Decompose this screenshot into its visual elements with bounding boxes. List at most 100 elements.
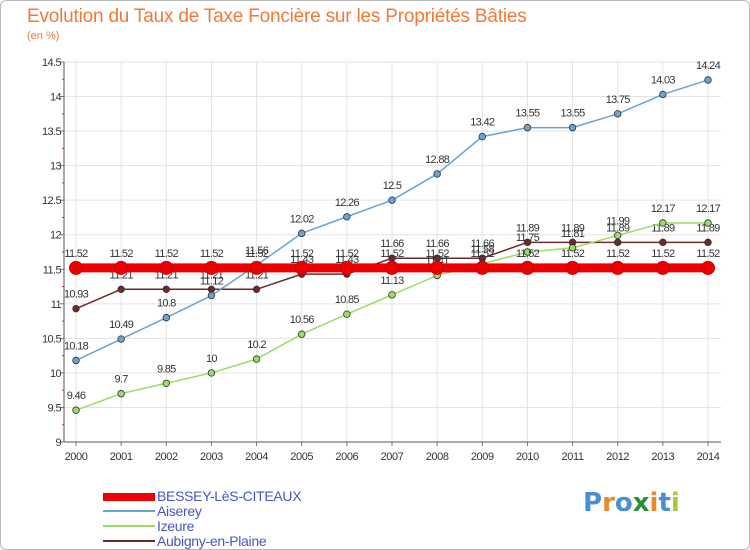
data-label-izeure: 10.2: [247, 339, 266, 351]
data-label-izeure: 11.58: [471, 244, 495, 256]
x-tick-label: 2003: [200, 451, 223, 463]
data-label-bessey-l-s-citeaux: 11.52: [335, 248, 359, 260]
x-tick-label: 2012: [606, 451, 629, 463]
data-point-izeure: [72, 406, 80, 414]
data-label-aubigny-en-plaine: 11.66: [380, 238, 404, 250]
data-label-aiserey: 11.12: [200, 276, 224, 288]
logo-letter: P: [583, 488, 603, 518]
data-point-aubigny-en-plaine: [162, 285, 170, 294]
data-label-bessey-l-s-citeaux: 11.52: [471, 248, 495, 260]
x-tick-label: 2011: [562, 451, 584, 463]
data-point-bessey-l-s-citeaux: [339, 260, 354, 275]
data-label-aubigny-en-plaine: 11.43: [290, 254, 314, 266]
data-point-aiserey: [523, 123, 532, 132]
data-label-aiserey: 13.55: [561, 108, 586, 120]
data-point-bessey-l-s-citeaux: [249, 260, 264, 275]
data-point-izeure: [614, 231, 622, 240]
data-label-bessey-l-s-citeaux: 11.52: [561, 248, 585, 260]
data-label-aiserey: 12.88: [425, 154, 450, 166]
data-point-izeure: [388, 291, 396, 299]
legend-swatch-aiserey: [103, 510, 155, 512]
data-label-bessey-l-s-citeaux: 11.52: [426, 248, 450, 260]
data-label-bessey-l-s-citeaux: 11.52: [696, 248, 720, 260]
data-label-izeure: 11.13: [380, 275, 404, 287]
data-point-aiserey: [117, 335, 125, 343]
data-point-bessey-l-s-citeaux: [701, 260, 715, 275]
logo-letter: i: [649, 488, 659, 518]
data-label-aiserey: 12.5: [383, 180, 402, 192]
data-label-aiserey: 13.42: [470, 117, 495, 129]
data-point-izeure: [117, 389, 125, 398]
x-tick-label: 2005: [290, 451, 313, 463]
x-tick-label: 2013: [651, 451, 674, 463]
legend-swatch-izeure: [103, 525, 155, 527]
data-label-aiserey: 13.75: [606, 94, 631, 106]
legend-swatch-bessey: [103, 493, 155, 501]
data-label-aiserey: 11.56: [245, 245, 269, 257]
data-label-izeure: 9.7: [115, 374, 129, 386]
data-point-aiserey: [568, 123, 577, 132]
y-tick-label: 13: [50, 161, 62, 173]
y-tick-label: 14.5: [42, 57, 61, 69]
x-tick-label: 2008: [426, 451, 449, 463]
x-tick-label: 2009: [471, 451, 494, 463]
data-label-aiserey: 10.49: [109, 319, 134, 331]
legend-label-aiserey: Aiserey: [157, 503, 202, 519]
data-label-bessey-l-s-citeaux: 11.52: [290, 248, 314, 260]
data-point-bessey-l-s-citeaux: [655, 260, 670, 275]
data-label-izeure: 10.85: [335, 294, 360, 306]
data-point-bessey-l-s-citeaux: [159, 260, 174, 275]
data-label-aubigny-en-plaine: 11.89: [696, 222, 720, 234]
data-point-aubigny-en-plaine: [72, 304, 80, 313]
data-point-aubigny-en-plaine: [117, 285, 125, 294]
data-point-izeure: [704, 219, 712, 227]
data-label-aubigny-en-plaine: 11.89: [651, 222, 675, 234]
data-label-aubigny-en-plaine: 11.66: [471, 238, 495, 250]
data-point-izeure: [298, 330, 306, 338]
data-point-bessey-l-s-citeaux: [565, 260, 580, 275]
data-label-izeure: 12.17: [696, 203, 721, 215]
x-tick-label: 2010: [516, 451, 539, 463]
x-tick-label: 2006: [335, 451, 358, 463]
data-label-izeure: 11.99: [606, 215, 630, 227]
data-label-aubigny-en-plaine: 11.89: [561, 222, 585, 234]
data-point-aiserey: [478, 132, 486, 141]
data-label-bessey-l-s-citeaux: 11.52: [64, 248, 88, 260]
y-tick-label: 12.5: [42, 195, 61, 207]
data-point-bessey-l-s-citeaux: [114, 260, 129, 275]
data-point-aiserey: [343, 213, 351, 221]
data-point-aiserey: [162, 313, 170, 322]
data-label-aiserey: 12.02: [290, 213, 315, 225]
x-tick-label: 2000: [65, 451, 88, 463]
data-label-bessey-l-s-citeaux: 11.52: [606, 248, 630, 260]
y-tick-label: 10: [50, 368, 62, 380]
x-tick-label: 2002: [155, 451, 178, 463]
legend-label-aubigny: Aubigny-en-Plaine: [157, 533, 267, 549]
data-point-aiserey: [659, 90, 667, 99]
logo-letter: x: [632, 488, 650, 518]
logo-letter: r: [602, 488, 615, 518]
data-point-izeure: [523, 248, 532, 256]
data-label-aiserey: 10.8: [157, 298, 176, 310]
data-point-aiserey: [72, 356, 80, 365]
data-label-aubigny-en-plaine: 11.89: [606, 222, 630, 234]
y-tick-label: 14: [50, 92, 62, 104]
data-point-izeure: [252, 355, 261, 363]
data-point-aiserey: [298, 229, 306, 238]
data-label-izeure: 9.85: [157, 363, 176, 375]
data-label-bessey-l-s-citeaux: 11.52: [380, 248, 404, 260]
data-label-aiserey: 14.24: [696, 60, 721, 72]
legend-label-izeure: Izeure: [157, 518, 195, 534]
x-tick-label: 2004: [245, 451, 268, 463]
x-tick-label: 2007: [381, 451, 404, 463]
data-point-bessey-l-s-citeaux: [610, 260, 625, 275]
data-label-bessey-l-s-citeaux: 11.52: [651, 248, 675, 260]
data-label-bessey-l-s-citeaux: 11.52: [516, 248, 540, 260]
data-point-aiserey: [614, 110, 622, 118]
data-label-aiserey: 12.26: [335, 197, 360, 209]
data-point-bessey-l-s-citeaux: [204, 260, 219, 275]
data-label-izeure: 11.75: [516, 232, 540, 244]
data-point-aubigny-en-plaine: [614, 238, 622, 247]
legend-swatch-aubigny: [103, 540, 155, 542]
